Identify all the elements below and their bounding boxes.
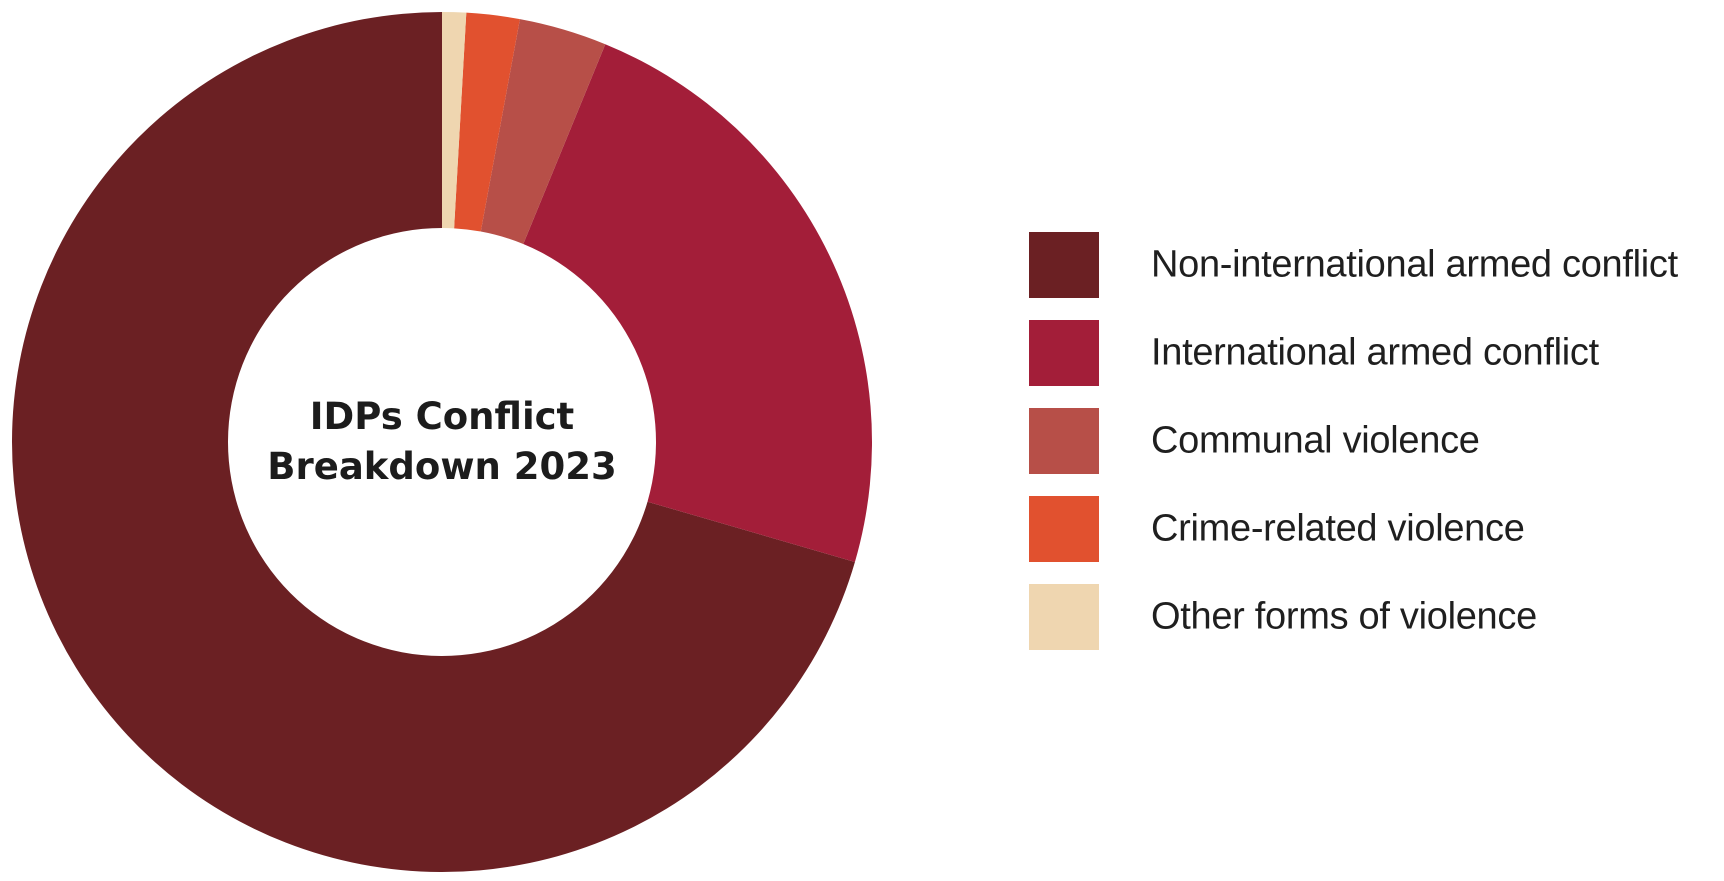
legend-label: Non-international armed conflict	[1151, 243, 1678, 286]
donut-chart: IDPs Conflict Breakdown 2023	[11, 12, 873, 872]
chart-title-line-1: IDPs Conflict	[310, 395, 575, 438]
legend-item-non-international-armed-conflict: Non-international armed conflict	[1029, 232, 1719, 298]
legend-label: Communal violence	[1151, 419, 1480, 462]
legend-item-crime-related-violence: Crime-related violence	[1029, 496, 1719, 562]
donut-slices	[11, 12, 873, 872]
legend-item-other-forms-of-violence: Other forms of violence	[1029, 584, 1719, 650]
legend-swatch	[1029, 496, 1099, 562]
legend-swatch	[1029, 584, 1099, 650]
slice-non-international-armed-conflict	[11, 12, 855, 872]
legend-swatch	[1029, 408, 1099, 474]
slice-communal-violence	[480, 19, 606, 245]
legend-item-international-armed-conflict: International armed conflict	[1029, 320, 1719, 386]
chart-title-line-2: Breakdown 2023	[267, 445, 616, 488]
slice-other-forms-of-violence	[442, 12, 467, 229]
legend-swatch	[1029, 320, 1099, 386]
legend-label: Crime-related violence	[1151, 507, 1525, 550]
slice-crime-related-violence	[454, 12, 520, 232]
slice-international-armed-conflict	[523, 44, 873, 562]
legend-item-communal-violence: Communal violence	[1029, 408, 1719, 474]
legend-label: Other forms of violence	[1151, 595, 1537, 638]
legend-swatch	[1029, 232, 1099, 298]
legend: Non-international armed conflict Interna…	[1029, 232, 1719, 672]
legend-label: International armed conflict	[1151, 331, 1599, 374]
